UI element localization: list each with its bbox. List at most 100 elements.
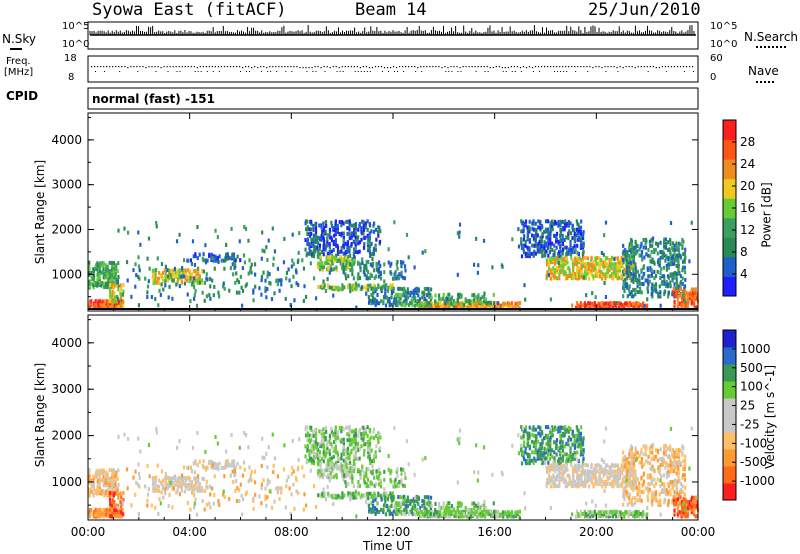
power-cell	[176, 277, 179, 282]
velocity-cell	[507, 510, 511, 515]
velocity-cell	[659, 502, 662, 507]
power-cell	[459, 303, 462, 308]
velocity-cell	[648, 482, 651, 487]
power-cell	[477, 293, 480, 298]
velocity-cell	[403, 497, 407, 502]
power-cell	[374, 297, 377, 302]
velocity-cell	[375, 469, 378, 474]
velocity-cell	[160, 490, 163, 495]
power-cell	[115, 294, 118, 299]
power-cell	[430, 295, 433, 300]
velocity-cell	[667, 498, 670, 503]
velocity-cell	[102, 483, 105, 488]
velocity-cell	[418, 505, 422, 510]
velocity-cell	[675, 452, 678, 457]
velocity-cell	[340, 437, 343, 442]
velocity-cell	[366, 434, 369, 439]
power-cell	[669, 221, 673, 226]
velocity-cell	[659, 483, 662, 488]
power-cell	[569, 252, 572, 257]
power-cell	[609, 300, 612, 305]
velocity-cell	[482, 512, 485, 517]
power-cell	[638, 247, 641, 252]
power-cell	[636, 269, 639, 274]
power-cell	[346, 248, 349, 253]
power-cell	[350, 233, 353, 238]
power-cell	[117, 228, 120, 233]
velocity-cell	[367, 503, 370, 508]
velocity-cell	[378, 482, 381, 487]
velocity-cell	[355, 445, 358, 450]
power-cell	[609, 303, 612, 308]
velocity-cell	[604, 482, 607, 487]
power-cell	[617, 269, 620, 274]
power-cell	[651, 290, 654, 295]
velocity-cell	[572, 478, 575, 483]
velocity-cell	[413, 472, 416, 477]
velocity-cell	[348, 460, 352, 465]
power-cell	[476, 305, 479, 310]
velocity-cell	[617, 514, 621, 519]
velocity-cell	[528, 461, 531, 466]
velocity-cell	[414, 495, 417, 500]
velocity-cell	[565, 452, 568, 457]
power-cell	[681, 244, 684, 249]
velocity-cell	[319, 462, 322, 467]
velocity-cell	[592, 475, 596, 480]
velocity-cell	[510, 512, 513, 517]
velocity-cell	[590, 469, 593, 474]
velocity-cell	[601, 479, 604, 484]
velocity-cell	[604, 463, 608, 468]
power-cell	[395, 262, 398, 267]
velocity-cell	[572, 484, 575, 489]
velocity-cell	[164, 475, 167, 480]
power-cell	[316, 239, 319, 244]
velocity-cell	[345, 425, 348, 430]
power-cell	[586, 271, 589, 276]
power-cell	[201, 280, 204, 285]
velocity-cell	[374, 506, 377, 511]
power-cell	[443, 305, 446, 310]
power-cell	[642, 301, 645, 306]
velocity-cell	[680, 509, 684, 514]
velocity-cell	[681, 484, 684, 489]
velocity-cell	[368, 457, 372, 462]
velocity-cell	[547, 448, 550, 453]
power-cell	[626, 294, 629, 299]
velocity-cell	[415, 509, 419, 514]
power-cell	[659, 250, 662, 255]
power-cell	[96, 281, 100, 286]
velocity-cell	[647, 460, 650, 465]
velocity-cell	[201, 488, 204, 493]
velocity-cell	[554, 465, 557, 470]
cpid-strip-frame	[87, 87, 699, 110]
velocity-cell	[204, 449, 207, 454]
velocity-cell	[572, 473, 575, 478]
power-cell	[275, 278, 278, 283]
velocity-cell	[232, 459, 235, 464]
velocity-cell	[541, 438, 544, 443]
power-cell	[176, 280, 179, 285]
velocity-cell	[214, 434, 217, 439]
velocity-cell	[357, 441, 360, 446]
power-cell	[634, 288, 637, 293]
velocity-cell	[573, 450, 576, 455]
velocity-cell	[343, 464, 346, 469]
velocity-cell	[653, 477, 656, 482]
power-cell	[503, 301, 507, 306]
velocity-cell	[117, 514, 120, 519]
power-cell	[379, 263, 382, 268]
velocity-cell	[528, 425, 531, 430]
power-cell	[233, 258, 236, 263]
velocity-cell	[332, 432, 335, 437]
velocity-cell	[271, 432, 274, 437]
power-cell	[492, 292, 495, 297]
velocity-cell	[610, 473, 613, 478]
power-cell	[553, 219, 557, 224]
velocity-cell	[322, 450, 325, 455]
velocity-cell	[582, 450, 585, 455]
power-cell	[632, 254, 636, 259]
velocity-cell	[438, 505, 441, 510]
velocity-cell	[112, 477, 115, 482]
power-cell	[112, 269, 115, 274]
